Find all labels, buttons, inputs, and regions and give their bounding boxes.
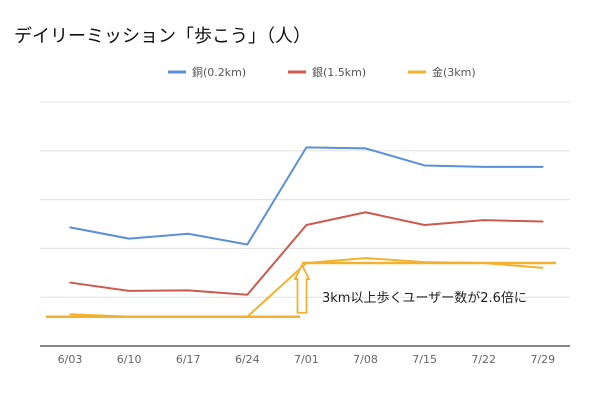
legend-label: 銅(0.2km) (192, 65, 246, 79)
series-line (69, 146, 543, 246)
series-0 (69, 146, 544, 246)
x-tick-label: 6/17 (176, 353, 201, 366)
x-tick-label: 6/24 (235, 353, 260, 366)
data-point (482, 166, 485, 168)
data-point (482, 219, 485, 221)
data-point (69, 281, 71, 284)
data-point (128, 237, 130, 240)
data-point (542, 166, 544, 168)
x-axis-ticks: 6/03 6/10 6/17 6/24 7/01 7/08 7/15 7/22 7/29 (58, 353, 556, 366)
data-point (542, 267, 544, 269)
data-point (128, 290, 130, 292)
chart-title: デイリーミッション「歩こう」（人） (14, 26, 311, 47)
data-point (69, 313, 71, 316)
x-tick-label: 6/03 (58, 353, 83, 366)
data-point (364, 147, 367, 150)
annotation-text: 3km以上歩くユーザー数が2.6倍に (322, 291, 527, 306)
growth-arrow (293, 263, 311, 314)
x-tick-label: 6/10 (117, 353, 142, 366)
data-point (246, 243, 249, 246)
data-point (69, 226, 71, 229)
annotation: 3km以上歩くユーザー数が2.6倍に (46, 261, 556, 318)
data-point (246, 293, 249, 296)
series-1 (69, 211, 544, 296)
legend-label: 金(3km) (432, 65, 476, 79)
data-point (187, 289, 189, 292)
data-point (305, 146, 308, 149)
legend-label: 銀(1.5km) (312, 65, 366, 79)
data-point (187, 232, 189, 235)
x-tick-label: 7/29 (530, 353, 555, 366)
x-tick-label: 7/15 (412, 353, 437, 366)
x-tick-label: 7/22 (471, 353, 496, 366)
data-point (305, 224, 308, 226)
x-tick-label: 7/08 (353, 353, 378, 366)
legend: 銅(0.2km) 銀(1.5km) 金(3km) (168, 65, 476, 79)
data-point (364, 257, 367, 259)
data-point (364, 211, 367, 214)
data-point (423, 164, 426, 167)
data-point (423, 224, 426, 226)
x-tick-label: 7/01 (294, 353, 319, 366)
data-point (542, 220, 544, 223)
